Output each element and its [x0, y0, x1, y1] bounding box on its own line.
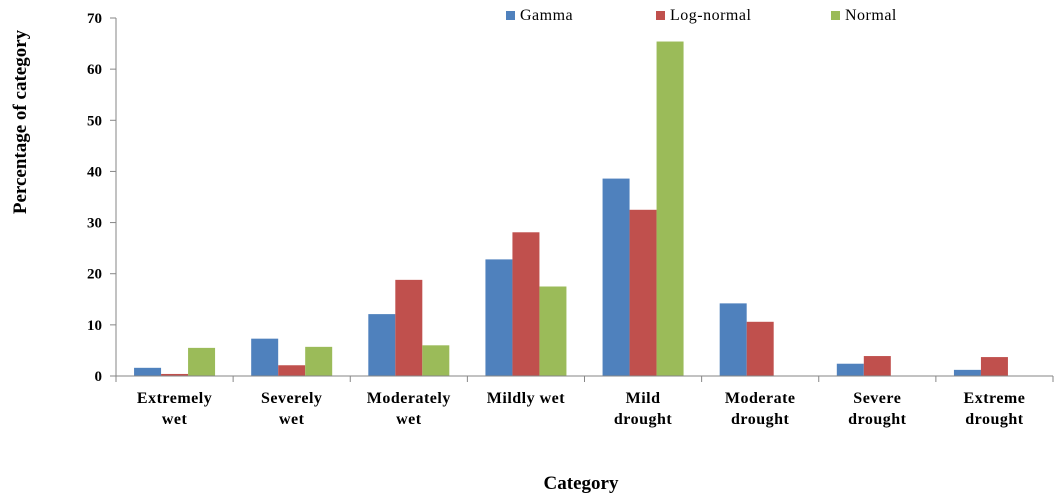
x-tick-label: Severe drought	[848, 390, 907, 428]
bar-normal	[656, 41, 684, 376]
bar-log-normal	[629, 209, 657, 376]
legend-swatch	[831, 11, 840, 20]
x-tick-label: Mildly wet	[487, 390, 565, 407]
legend-swatch	[506, 11, 515, 20]
x-axis: Extremely wet Severely wet Moderately wet Mild…	[115, 375, 1054, 428]
bars	[134, 41, 1008, 376]
bar-log-normal	[395, 279, 423, 376]
bar-log-normal	[863, 356, 891, 376]
y-tick-label: 20	[87, 267, 102, 283]
y-tick-label: 70	[87, 11, 102, 27]
bar-gamma	[602, 178, 630, 376]
x-tick-label: Extremely wet	[137, 390, 212, 428]
y-tick-label: 40	[87, 164, 102, 180]
bar-gamma	[368, 314, 396, 376]
bar-normal	[422, 345, 450, 376]
bar-log-normal	[512, 232, 540, 376]
x-tick-label: Mild drought	[614, 390, 673, 428]
legend-label: Gamma	[520, 7, 573, 24]
bar-gamma	[953, 369, 981, 376]
legend-swatch	[656, 11, 665, 20]
y-tick-label: 0	[95, 369, 103, 385]
bar-gamma	[251, 338, 279, 376]
legend-label: Log-normal	[670, 7, 751, 24]
bar-log-normal	[980, 357, 1008, 376]
y-tick-label: 50	[87, 113, 102, 129]
x-axis-title: Category	[544, 473, 619, 494]
bar-gamma	[485, 259, 513, 376]
y-axis-title: Percentage of category	[10, 29, 31, 214]
y-tick-label: 30	[87, 216, 102, 232]
x-tick-label: Moderate drought	[725, 390, 796, 428]
bar-log-normal	[746, 321, 774, 376]
bar-normal	[539, 286, 567, 376]
bar-gamma	[134, 367, 162, 376]
bar-gamma	[836, 363, 864, 376]
bar-normal	[305, 346, 333, 376]
x-tick-label: Extreme drought	[964, 390, 1026, 428]
legend-label: Normal	[845, 7, 897, 24]
bar-gamma	[719, 303, 747, 376]
y-tick-label: 10	[87, 318, 102, 334]
y-axis: 0 10 20 30 40 50 60 70	[87, 11, 117, 385]
y-tick-label: 60	[87, 62, 102, 78]
x-tick-label: Severely wet	[261, 390, 322, 428]
bar-log-normal	[161, 373, 189, 376]
legend: Gamma Log-normal Normal	[506, 7, 897, 24]
bar-log-normal	[278, 365, 306, 376]
bar-normal	[188, 347, 216, 376]
x-tick-label: Moderately wet	[367, 390, 451, 428]
